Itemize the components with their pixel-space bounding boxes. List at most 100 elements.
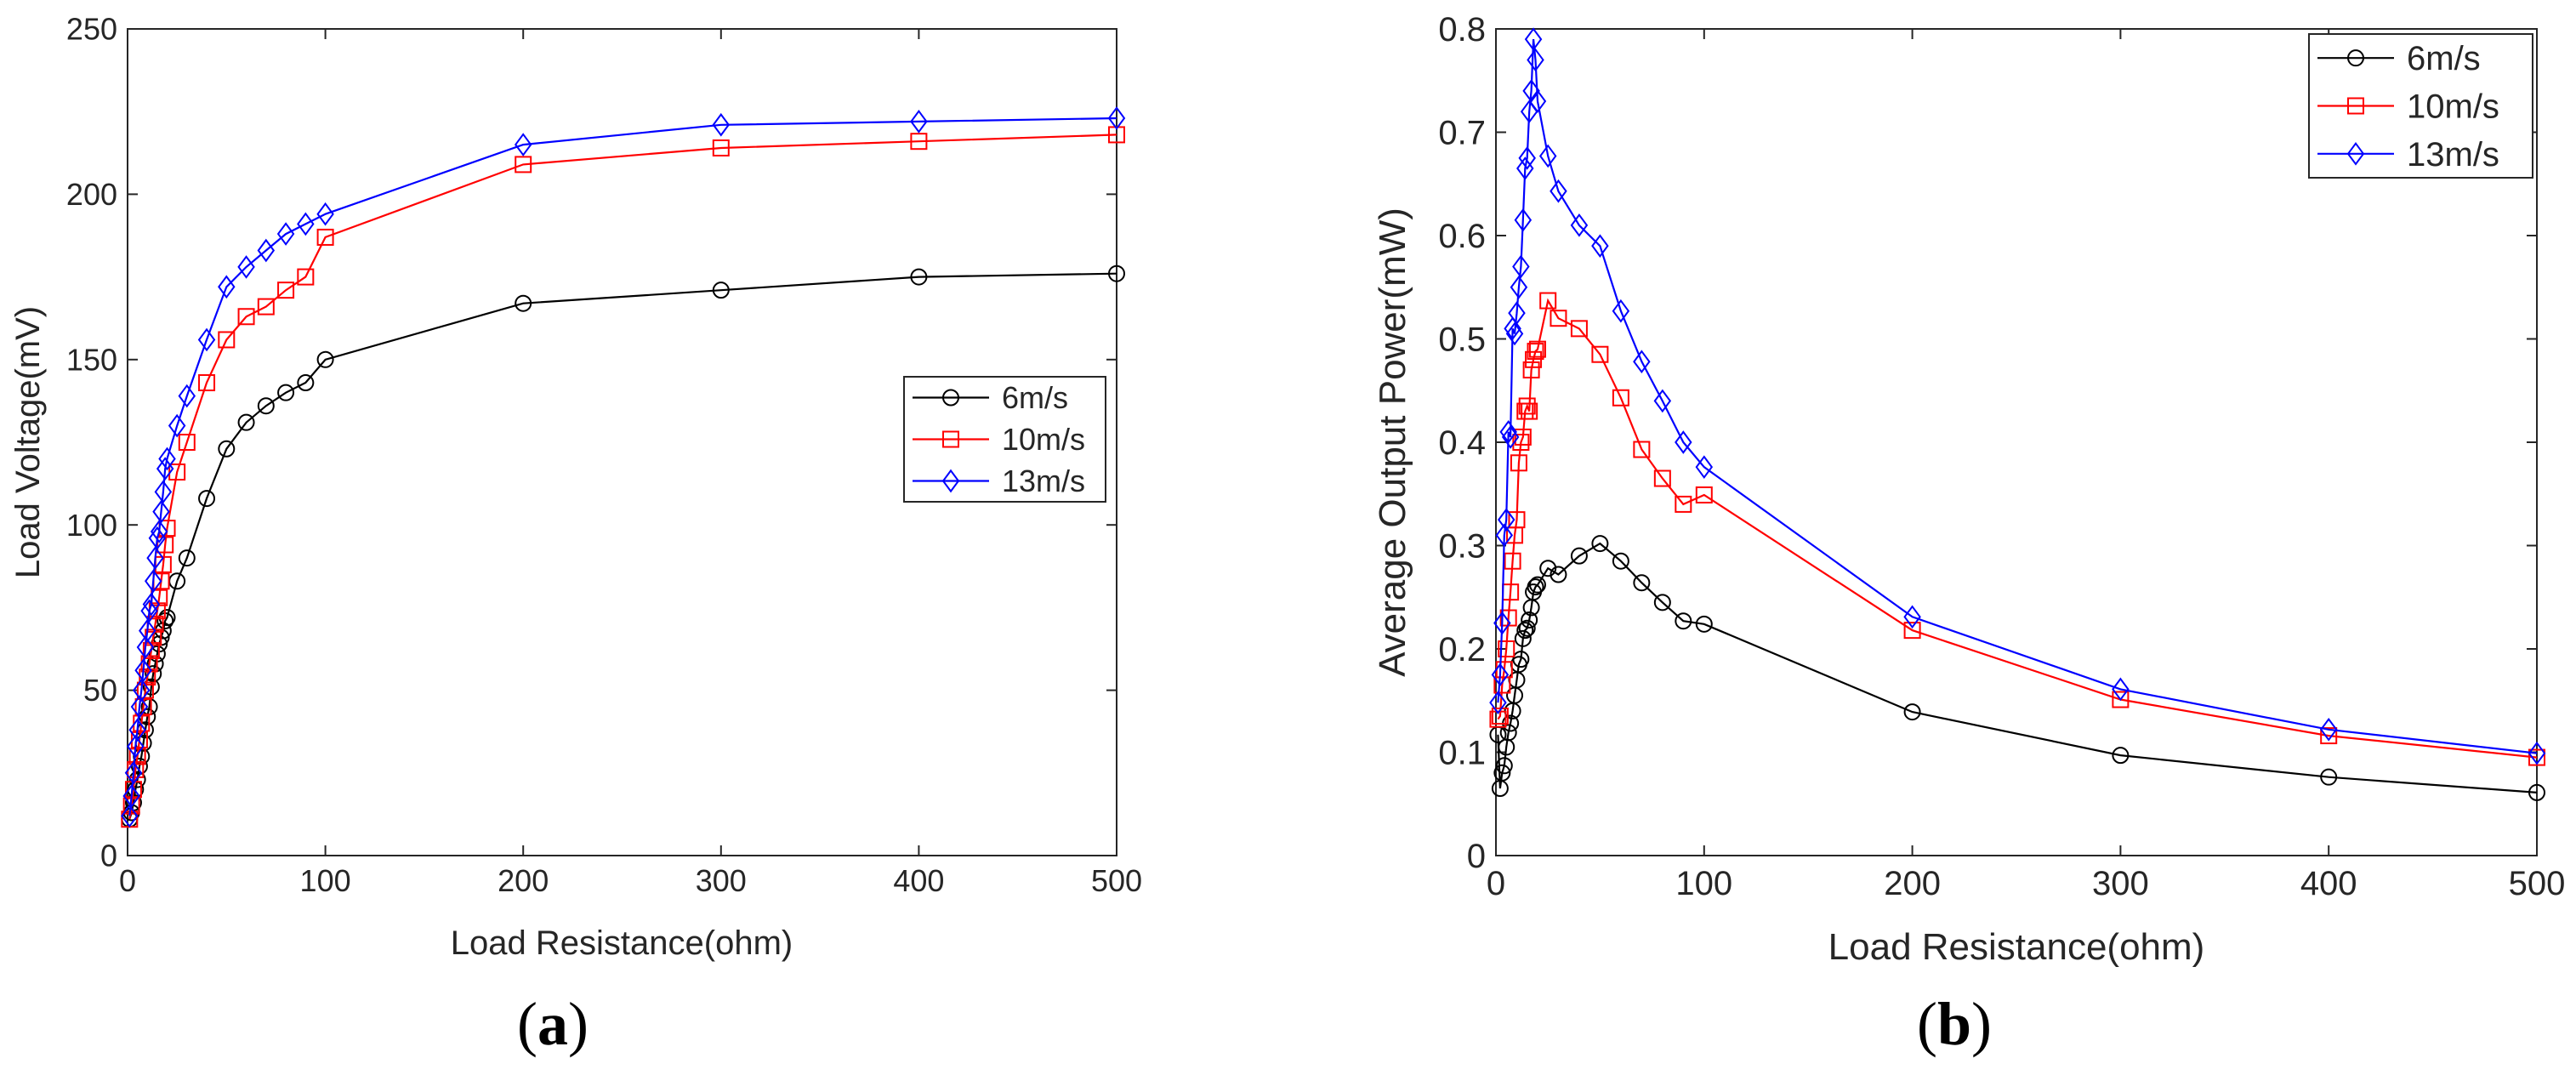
legend-marker [2346,142,2365,166]
data-point [133,678,151,702]
data-point [1489,691,1507,715]
data-point [1612,389,1629,407]
y-tick-label: 0.6 [1438,218,1486,255]
data-point [1550,310,1567,327]
chart-a-x-axis-label: Load Resistance(ohm) [451,924,793,962]
data-point [122,784,140,808]
data-point [1497,508,1515,532]
data-point [2320,768,2338,786]
data-point [1612,299,1630,323]
data-point [237,308,255,326]
data-point [1538,144,1557,168]
data-point [1527,48,1544,72]
y-tick-label: 0.2 [1438,631,1486,668]
chart-b-caption-letter: b [1937,990,1971,1058]
data-point [2528,783,2545,801]
data-point [218,331,236,349]
data-point [1675,495,1692,513]
legend-label: 6m/s [1002,380,1068,415]
y-tick-label: 0.5 [1438,321,1486,359]
data-point [1539,292,1557,310]
data-point [257,238,276,263]
data-point [1527,343,1544,361]
data-point [1498,640,1515,657]
series-line [1497,542,2538,793]
y-tick-label: 100 [66,508,117,543]
data-point [1518,397,1536,415]
x-tick-label: 500 [2509,865,2566,902]
x-tick-label: 0 [119,863,136,898]
data-point [1107,106,1126,130]
y-tick-label: 0 [1467,838,1486,875]
data-point [124,760,143,785]
data-point [168,413,186,438]
series-13m/s [121,106,1126,828]
data-point [316,202,334,226]
data-point [2112,691,2130,708]
data-point [1504,552,1521,570]
data-point [178,434,196,451]
data-point [146,546,164,570]
data-point [2112,747,2130,765]
series-13m/s [1489,27,2546,765]
data-point [1508,511,1526,529]
data-point [1518,146,1536,170]
data-point [1518,619,1536,637]
data-point [1633,441,1651,458]
chart-a-y-axis-label: Load Voltage(mV) [9,306,47,578]
legend-marker [942,430,959,448]
data-point [130,695,149,719]
data-point [136,681,154,699]
data-point [158,446,176,471]
y-tick-label: 0 [100,839,117,873]
data-point [198,374,216,392]
data-point [1516,622,1534,640]
y-tick-label: 0.8 [1438,11,1486,48]
data-point [277,282,295,299]
data-point [154,480,173,504]
data-point [134,658,152,683]
data-point [1512,434,1530,451]
data-point [1539,560,1557,577]
data-point [1499,420,1517,444]
data-point [2319,717,2338,742]
y-tick-label: 150 [66,342,117,377]
data-point [1521,402,1538,420]
legend-marker [942,389,959,407]
data-point [1495,523,1514,548]
data-point [1903,605,1921,629]
data-point [515,294,532,312]
y-tick-label: 0.1 [1438,735,1486,772]
data-point [1903,703,1921,721]
data-point [297,212,315,236]
data-point [514,133,532,156]
data-point [1510,275,1528,299]
data-point [140,599,158,623]
chart-a-series [121,106,1126,828]
legend-label: 13m/s [2407,136,2499,173]
series-line [1497,298,2538,759]
data-point [178,549,196,567]
data-point [1521,611,1538,629]
x-tick-label: 400 [893,863,944,898]
data-point [1570,547,1588,565]
data-point [1491,663,1510,687]
x-tick-label: 100 [1675,865,1732,902]
x-tick-label: 200 [1884,865,1941,902]
data-point [1524,27,1543,51]
data-point [1653,469,1671,487]
data-point [237,413,255,431]
data-point [1508,301,1526,325]
data-point [136,635,155,659]
data-point [1512,254,1530,279]
data-point [1108,126,1125,144]
chart-b: 0 0.1 0.2 0.3 0.4 0.5 0.6 0.7 0.8 0 100 200 300 400 5… [1372,11,2565,1058]
y-tick-label: 250 [66,12,117,47]
legend-marker [2347,97,2364,115]
legend-marker [941,469,960,493]
data-point [121,804,139,828]
data-point [1633,350,1651,374]
chart-b-x-axis-label: Load Resistance(ohm) [1828,926,2205,968]
data-point [1528,340,1546,358]
data-point [1675,430,1692,454]
